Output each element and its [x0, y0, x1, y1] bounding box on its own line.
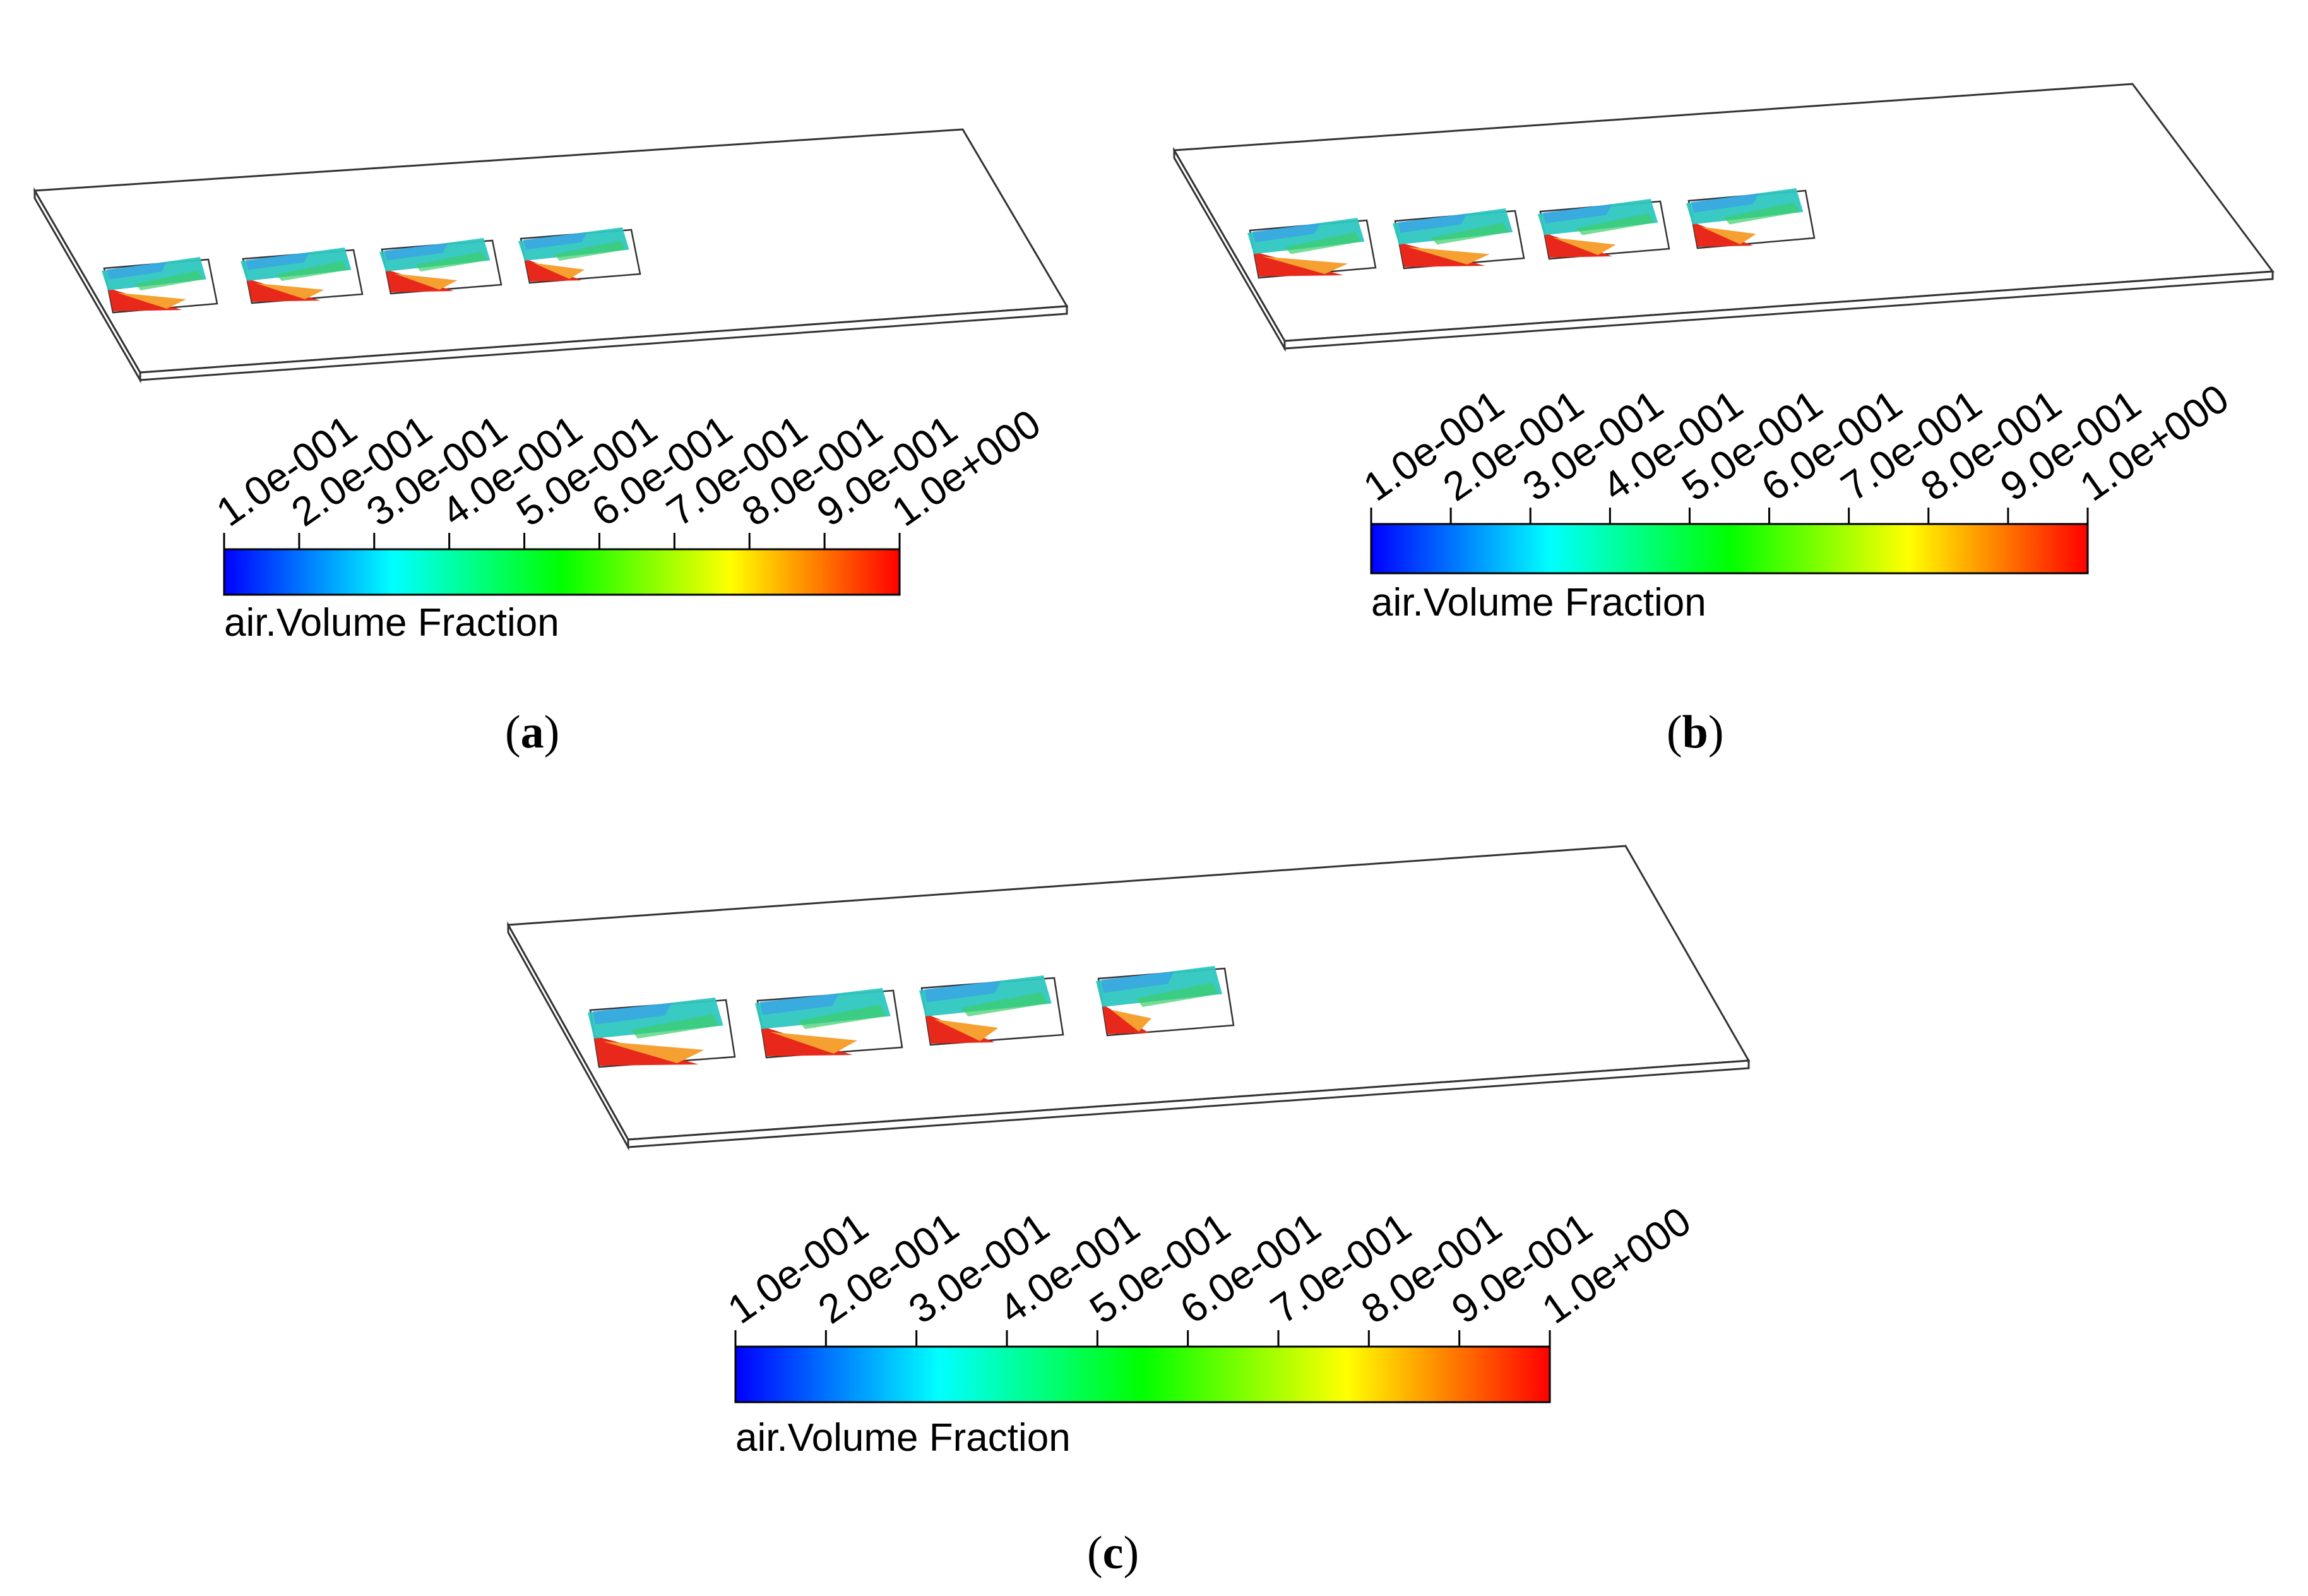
volume-surface-blue	[760, 993, 839, 1015]
volume-surface-blue	[384, 242, 448, 261]
panel-label-c: (c)	[1087, 1527, 1139, 1579]
cavity	[1096, 966, 1235, 1037]
volume-surface-blue	[1543, 204, 1612, 223]
volume-surface-green	[1576, 213, 1655, 235]
volume-surface-green	[135, 270, 203, 290]
cavity	[919, 975, 1064, 1046]
colorbar-fill	[224, 549, 900, 595]
panel-b: 1.0e-001 2.0e-001 3.0e-001 4.0e-001 5.0e-001…	[0, 0, 2308, 789]
volume-surface	[1686, 188, 1804, 225]
volume-surface-green	[961, 992, 1048, 1016]
volume-surface-blue	[924, 980, 1001, 1003]
channel-plate-side	[1173, 146, 1286, 352]
transition-zone	[770, 1032, 858, 1054]
volume-surface-green	[276, 261, 348, 281]
volume-surface-blue	[1252, 223, 1320, 242]
channel-plate-side	[507, 921, 629, 1151]
colorbar-title: air.Volume Fraction	[735, 1416, 1071, 1460]
volume-surface-green	[1723, 202, 1800, 225]
transition-zone	[395, 273, 458, 290]
channel-plate-side	[33, 187, 141, 384]
cavity	[379, 238, 503, 295]
colorbar-gradient	[224, 549, 900, 595]
cavity	[518, 227, 641, 284]
cavity	[588, 998, 736, 1068]
volume-surface	[1393, 208, 1513, 245]
colorbar-gradient	[1371, 524, 2088, 573]
transition-zone	[1701, 227, 1756, 244]
volume-surface	[1538, 199, 1658, 235]
volume-surface-blue	[246, 252, 309, 270]
volume-surface-green	[1285, 232, 1361, 254]
colorbar-frame	[734, 1345, 1551, 1403]
transition-zone	[533, 263, 585, 279]
colorbar-title: air.Volume Fraction	[224, 601, 559, 645]
volume-surface	[1247, 218, 1365, 254]
transition-zone	[117, 292, 186, 309]
colorbar-gradient	[735, 1347, 1550, 1402]
volume-surface-green	[554, 241, 626, 261]
volume-surface-blue	[1101, 971, 1174, 993]
cavity	[241, 247, 364, 304]
transition-zone	[934, 1019, 999, 1041]
cavity	[1393, 208, 1525, 270]
volume-surface-green	[631, 1014, 720, 1039]
transition-zone	[1408, 247, 1490, 265]
volume-surface-blue	[1398, 213, 1467, 233]
transition-zone	[256, 283, 324, 299]
volume-surface-blue	[523, 232, 587, 250]
colorbar-ticks: 1.0e-0012.0e-0013.0e-0014.0e-0015.0e-001…	[720, 1198, 1699, 1347]
cavity	[1538, 199, 1670, 260]
cavity	[102, 257, 218, 314]
cavity	[1686, 188, 1816, 249]
cavity	[755, 988, 903, 1059]
panel-a: 1.0e-001 2.0e-001 3.0e-001 4.0e-001 5.0e-001…	[0, 0, 1136, 789]
cavity	[1247, 218, 1377, 279]
panel-label-b: (b)	[1667, 706, 1724, 758]
transition-zone	[603, 1041, 705, 1063]
colorbar-a: 1.0e-0012.0e-0013.0e-0014.0e-0015.0e-001…	[208, 400, 1049, 645]
colorbar-frame	[223, 548, 901, 596]
transition-zone	[1263, 256, 1348, 274]
volume-surface-green	[415, 251, 487, 271]
volume-surface-blue	[1691, 193, 1759, 213]
volume-surface-green	[798, 1004, 887, 1029]
volume-surface-blue	[593, 1003, 672, 1025]
volume-surface-green	[1136, 982, 1218, 1007]
transition-zone	[1553, 237, 1616, 255]
colorbar-fill	[735, 1347, 1550, 1402]
colorbar-fill	[1371, 524, 2088, 573]
transition-zone	[1111, 1009, 1151, 1032]
volume-surface-blue	[107, 261, 167, 280]
colorbar-b: 1.0e-0012.0e-0013.0e-0014.0e-0015.0e-001…	[1355, 375, 2237, 624]
panel-label-a: (a)	[505, 706, 560, 758]
colorbar-title: air.Volume Fraction	[1371, 581, 1706, 624]
channel-view-b	[1172, 83, 2275, 352]
channel-view-a	[33, 128, 1069, 384]
volume-surface-green	[1431, 222, 1509, 245]
colorbar-frame	[1370, 523, 2089, 575]
